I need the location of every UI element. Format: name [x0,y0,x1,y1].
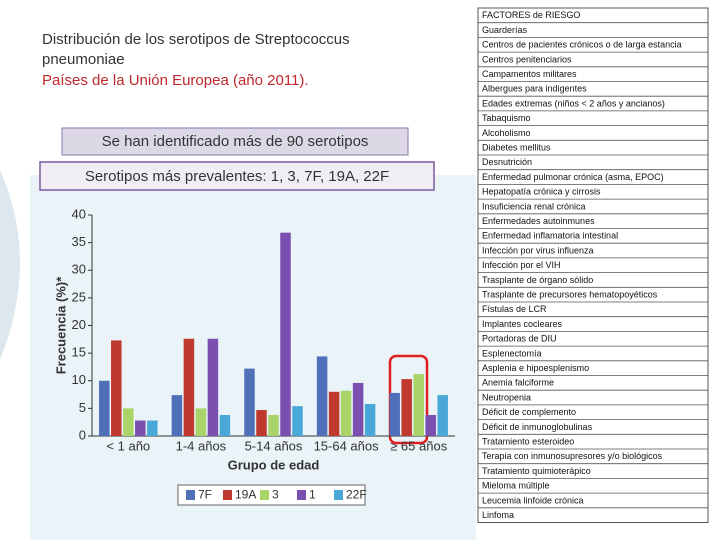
bar [207,338,219,436]
bar [183,338,195,436]
table-cell: Neutropenia [482,392,531,402]
bar [280,232,291,436]
legend-swatch [260,490,269,500]
table-header: FACTORES de RIESGO [482,10,580,20]
y-tick-label: 15 [72,345,86,360]
bar [401,379,412,436]
bar [244,368,255,436]
x-tick-label: 5-14 años [245,438,303,453]
table-cell: Infección por el VIH [482,260,561,270]
note: Serotipos más prevalentes: 1, 3, 7F, 19A… [85,168,389,185]
legend-swatch [334,490,343,500]
y-tick-label: 40 [72,206,86,221]
table-cell: Enfermedades autoinmunes [482,216,595,226]
legend-label: 22F [346,488,367,502]
chart-panel [30,175,476,540]
table-cell: Tratamiento esteroideo [482,437,574,447]
table-cell: Trasplante de precursores hematopoyético… [482,290,658,300]
table-cell: Diabetes mellitus [482,143,551,153]
table-cell: Leucemia linfoide crónica [482,495,584,505]
y-tick-label: 25 [72,289,86,304]
bar [135,420,146,436]
table-cell: Esplenectomía [482,348,542,358]
y-tick-label: 20 [72,317,86,332]
x-tick-label: 15-64 años [314,438,380,453]
table-cell: Guarderías [482,25,528,35]
legend-swatch [297,490,306,500]
table-cell: Implantes cocleares [482,319,563,329]
bar [219,415,231,436]
legend-swatch [186,490,195,500]
table-cell: Déficit de complemento [482,407,576,417]
table-cell: Tabaquismo [482,113,531,123]
note-box [39,161,435,191]
legend-label: 7F [198,488,212,502]
y-tick-label: 35 [72,234,86,249]
bar [99,380,110,436]
note: Se han identificado más de 90 serotipos [102,133,369,150]
table-cell: Edades extremas (niños < 2 años y ancian… [482,98,665,108]
bar [328,391,340,436]
table-cell: Insuficiencia renal crónica [482,201,586,211]
legend-label: 19A [235,488,256,502]
table-cell: Anemia falciforme [482,378,554,388]
table-cell: Asplenia e hipoesplenismo [482,363,589,373]
bar [171,395,183,436]
y-tick-label: 5 [79,400,86,415]
bar [364,403,376,436]
table-cell: Mieloma múltiple [482,481,550,491]
table-cell: Terapia con inmunosupresores y/o biológi… [482,451,663,461]
table-cell: Déficit de inmunoglobulinas [482,422,593,432]
x-axis-label: Grupo de edad [228,457,320,472]
table-cell: Tratamiento quimioterápico [482,466,591,476]
legend-label: 1 [309,488,316,502]
table-border [477,7,709,523]
table-cell: Desnutrición [482,157,532,167]
y-axis-label: Frecuencia (%)* [53,276,68,374]
bar [340,390,352,436]
table-cell: Centros penitenciarios [482,54,572,64]
y-tick-label: 0 [79,427,86,442]
bar [352,382,364,436]
table-cell: Centros de pacientes crónicos o de larga… [482,40,682,50]
bar [413,374,424,436]
table-cell: Trasplante de órgano sólido [482,275,593,285]
bar [268,415,279,436]
table-cell: Enfermedad inflamatoria intestinal [482,231,618,241]
bar [123,408,134,436]
legend-label: 3 [272,488,279,502]
bar [111,340,122,436]
bar [195,408,207,436]
table-cell: Linfoma [482,510,514,520]
bar [147,420,158,436]
table-cell: Hepatopatía crónica y cirrosis [482,187,601,197]
x-tick-label: ≥ 65 años [390,438,448,453]
bar [425,415,436,436]
bar [292,406,303,436]
table-cell: Enfermedad pulmonar crónica (asma, EPOC) [482,172,664,182]
slide-subtitle: Países de la Unión Europea (año 2011). [42,72,309,89]
bar [389,392,400,436]
slide-title: pneumoniae [42,51,125,68]
decoration [0,170,20,360]
table-cell: Campamentos militares [482,69,577,79]
table-cell: Portadoras de DIU [482,334,557,344]
x-tick-label: 1-4 años [176,438,227,453]
x-tick-label: < 1 año [106,438,150,453]
table-cell: Fístulas de LCR [482,304,547,314]
bar [256,410,267,436]
table-cell: Infección por virus influenza [482,245,594,255]
note-box [61,127,409,156]
legend-swatch [223,490,232,500]
table-cell: Alcoholismo [482,128,531,138]
table-cell: Albergues para indigentes [482,84,587,94]
bar [316,356,328,436]
slide-title: Distribución de los serotipos de Strepto… [42,31,350,48]
bar [437,395,448,436]
y-tick-label: 10 [72,372,86,387]
y-tick-label: 30 [72,262,86,277]
